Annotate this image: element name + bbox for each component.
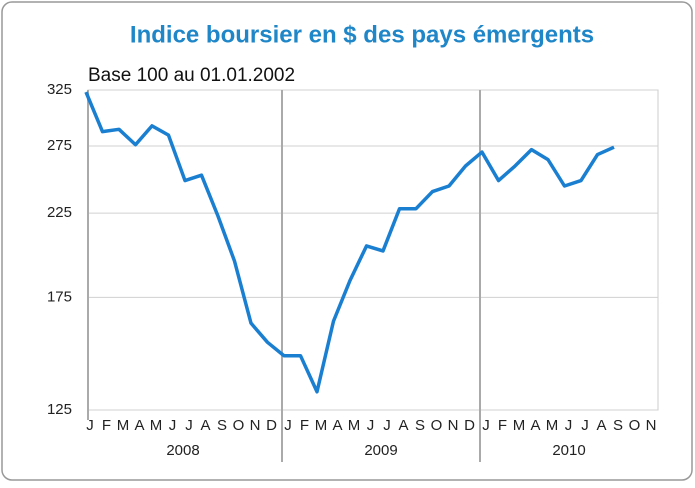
x-tick-label: J (482, 417, 490, 434)
x-tick-label: A (398, 417, 408, 434)
x-tick-label: A (332, 417, 342, 434)
x-tick-label: A (530, 417, 540, 434)
x-tick-label: O (431, 417, 443, 434)
x-tick-label: M (513, 417, 526, 434)
chart-subtitle: Base 100 au 01.01.2002 (88, 65, 295, 86)
chart-title: Indice boursier en $ des pays émergents (130, 21, 594, 48)
x-tick-label: J (284, 417, 292, 434)
x-tick-label: M (546, 417, 559, 434)
x-tick-label: J (565, 417, 573, 434)
x-tick-label: N (250, 417, 261, 434)
x-tick-label: J (185, 417, 193, 434)
y-tick-label: 225 (47, 204, 72, 221)
x-tick-label: O (233, 417, 245, 434)
x-tick-label: D (464, 417, 475, 434)
x-tick-label: S (217, 417, 227, 434)
x-tick-label: N (646, 417, 657, 434)
y-tick-label: 175 (47, 288, 72, 305)
x-tick-label: O (629, 417, 641, 434)
year-label: 2008 (166, 442, 199, 459)
x-tick-label: J (169, 417, 177, 434)
x-tick-label: F (102, 417, 111, 434)
x-tick-label: M (117, 417, 130, 434)
x-tick-label: A (596, 417, 606, 434)
x-tick-label: F (498, 417, 507, 434)
y-tick-label: 275 (47, 137, 72, 154)
y-tick-label: 325 (47, 81, 72, 98)
x-tick-label: S (613, 417, 623, 434)
x-tick-label: J (581, 417, 589, 434)
data-line (84, 91, 615, 394)
x-tick-label: M (348, 417, 361, 434)
x-tick-label: J (367, 417, 375, 434)
x-tick-label: N (448, 417, 459, 434)
year-label: 2009 (364, 442, 397, 459)
x-tick-label: D (266, 417, 277, 434)
x-tick-label: A (200, 417, 210, 434)
x-tick-label: S (415, 417, 425, 434)
x-tick-label: A (134, 417, 144, 434)
x-tick-label: J (383, 417, 391, 434)
x-tick-label: M (315, 417, 328, 434)
x-tick-label: M (150, 417, 163, 434)
frame (1, 1, 693, 481)
y-tick-label: 125 (47, 401, 72, 418)
year-label: 2010 (552, 442, 585, 459)
x-tick-label: J (86, 417, 94, 434)
x-tick-label: F (300, 417, 309, 434)
